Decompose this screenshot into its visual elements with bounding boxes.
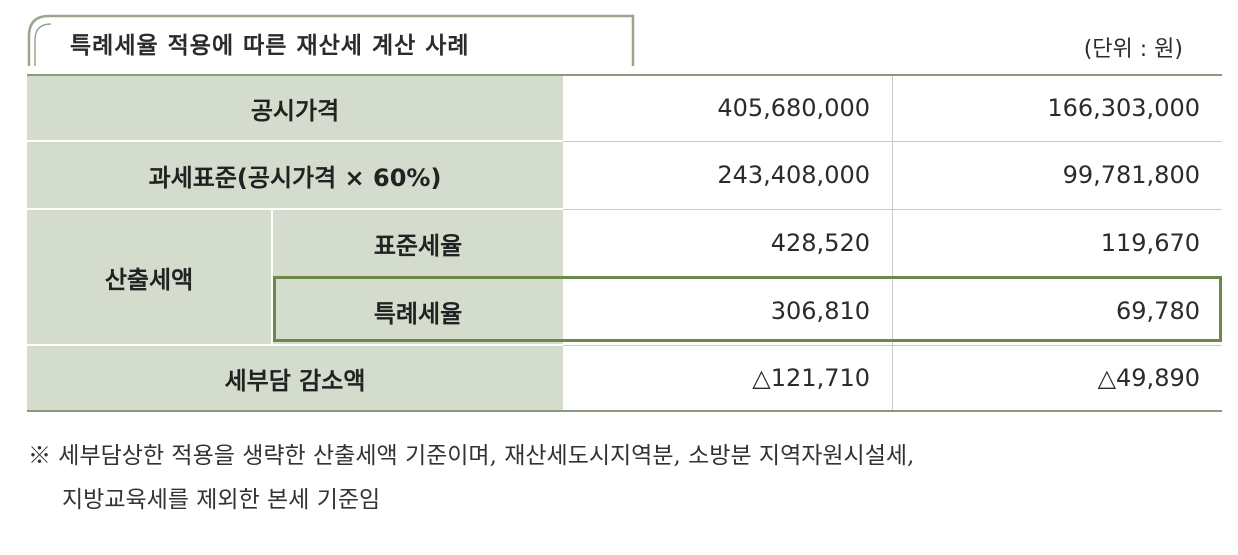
table-title-tab: 특례세율 적용에 따른 재산세 계산 사례 [27, 14, 637, 66]
tax-calculation-table: 공시가격 405,680,000 166,303,000 과세표준(공시가격 ×… [27, 74, 1222, 412]
row-header-official-price: 공시가격 [27, 76, 563, 140]
reduction-col1: △121,710 [563, 346, 892, 410]
footnote-line-1: ※ 세부담상한 적용을 생략한 산출세액 기준이며, 재산세도시지역분, 소방분… [28, 443, 915, 469]
footnote-line-2: 지방교육세를 제외한 본세 기준임 [62, 487, 381, 513]
special-rate-col2: 69,780 [892, 278, 1222, 344]
row-divider [27, 344, 563, 346]
tax-base-col2: 99,781,800 [892, 142, 1222, 208]
table-top-rule [27, 74, 1222, 76]
unit-label: (단위 : 원) [1083, 37, 1183, 62]
standard-rate-col2: 119,670 [892, 210, 1222, 276]
column-divider [271, 210, 273, 344]
reduction-col2: △49,890 [892, 346, 1222, 410]
footnote: ※ 세부담상한 적용을 생략한 산출세액 기준이며, 재산세도시지역분, 소방분… [28, 434, 1228, 522]
official-price-col2: 166,303,000 [892, 76, 1222, 140]
row-divider [27, 208, 563, 210]
standard-rate-col1: 428,520 [563, 210, 892, 276]
row-header-reduction: 세부담 감소액 [27, 346, 563, 410]
table-bottom-rule [27, 410, 1222, 412]
title-tab-frame [27, 14, 635, 66]
column-divider [892, 76, 893, 410]
official-price-col1: 405,680,000 [563, 76, 892, 140]
row-header-special-rate: 특례세율 [273, 278, 563, 344]
row-header-tax-base: 과세표준(공시가격 × 60%) [27, 142, 563, 208]
row-divider [273, 276, 563, 278]
row-header-standard-rate: 표준세율 [273, 210, 563, 276]
row-header-computed-tax: 산출세액 [27, 210, 271, 344]
table-title: 특례세율 적용에 따른 재산세 계산 사례 [70, 33, 470, 59]
row-divider [27, 140, 563, 142]
tax-base-col1: 243,408,000 [563, 142, 892, 208]
special-rate-col1: 306,810 [563, 278, 892, 344]
